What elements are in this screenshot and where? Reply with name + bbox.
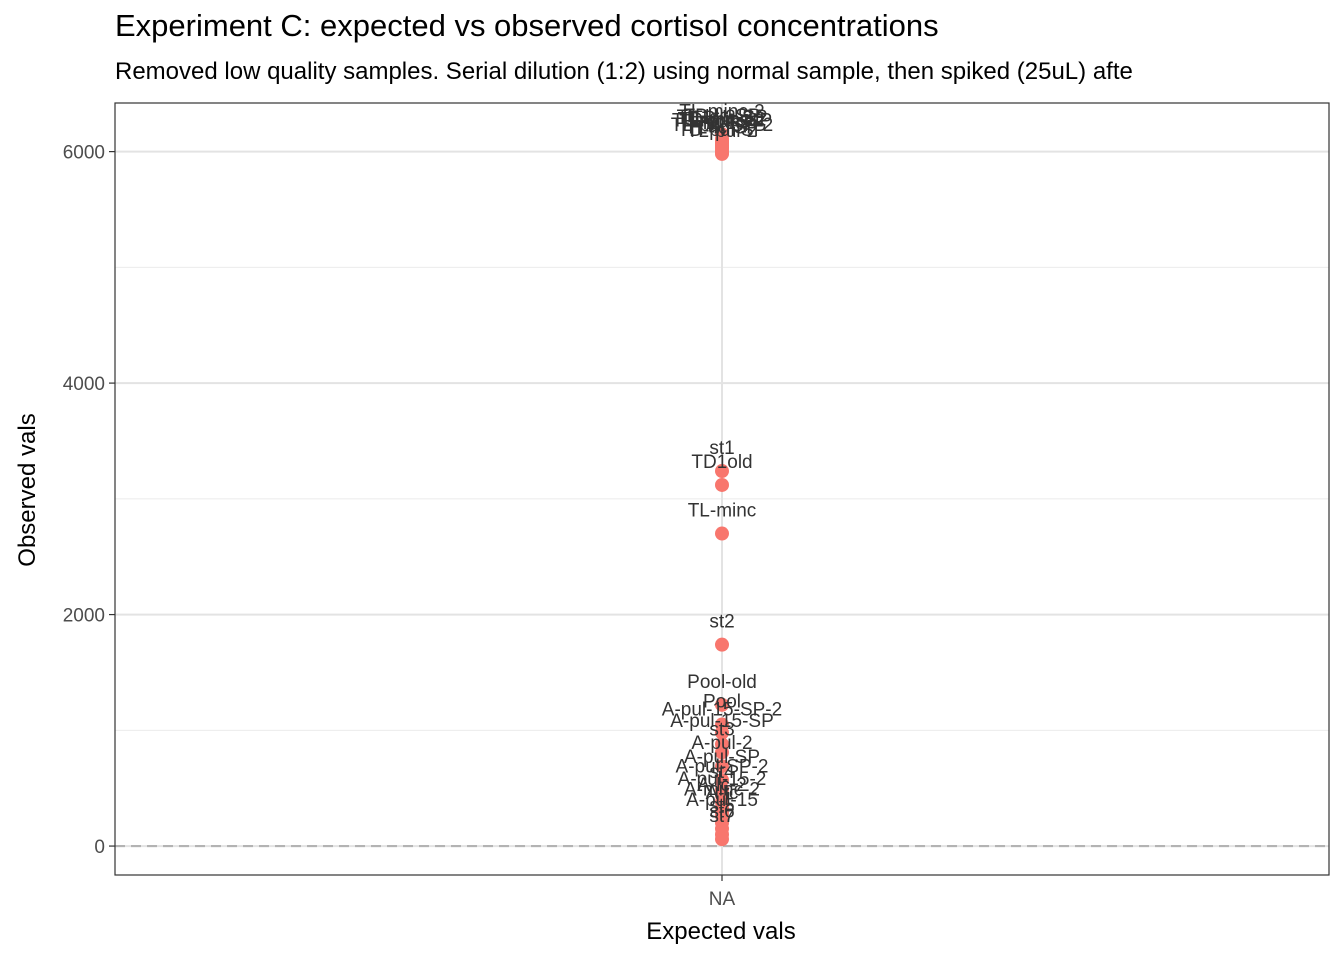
point-label: st4 xyxy=(709,762,735,783)
point-label: TL-minc-2 xyxy=(679,101,765,122)
x-tick-label: NA xyxy=(709,889,736,910)
point-label: TL-pul-SP-2 xyxy=(671,115,773,136)
point-label: A-pul-15-SP xyxy=(670,711,774,732)
data-point xyxy=(715,464,729,479)
data-point xyxy=(715,832,729,847)
point-label: st1 xyxy=(709,438,734,459)
point-label: TL-lc-2-SP xyxy=(677,107,768,128)
data-point xyxy=(715,146,729,161)
point-label: st7 xyxy=(709,806,734,827)
point-label: A-pul-15-2 xyxy=(678,769,767,790)
point-label: A-pul-SP-2 xyxy=(676,756,769,777)
point-label: TL-minc-SP xyxy=(672,111,772,132)
data-point xyxy=(715,725,729,740)
data-point xyxy=(715,759,729,774)
point-label: A-pul-15-SP-2 xyxy=(662,700,782,721)
point-label: TD-lc xyxy=(699,113,744,134)
point-label: A-lc-2 xyxy=(697,775,747,796)
point-label: TD1old xyxy=(691,452,752,473)
y-axis-title: Observed vals xyxy=(14,413,41,566)
data-point xyxy=(715,745,729,760)
data-point xyxy=(715,697,729,712)
point-label: TL-pul-SP xyxy=(679,112,765,133)
data-point xyxy=(715,526,729,541)
point-label: A-lc xyxy=(706,783,739,804)
point-label: st6 xyxy=(709,801,734,822)
point-label: st3 xyxy=(709,719,734,740)
chart-subtitle: Removed low quality samples. Serial dilu… xyxy=(115,58,1133,85)
point-label: TD-lc-2 xyxy=(691,108,753,129)
point-label: TL-lc-SP xyxy=(685,117,759,138)
point-label: A-pul-2 xyxy=(691,733,752,754)
point-label: A-pul-SP xyxy=(684,747,760,768)
axis-layer: 0 2000 4000 6000 NA xyxy=(63,143,736,910)
point-label: st5 xyxy=(709,796,734,817)
point-label: TL-pul-2 xyxy=(687,121,758,142)
y-tick-label: 2000 xyxy=(63,606,105,627)
points-layer xyxy=(715,127,729,847)
y-tick-label: 6000 xyxy=(63,143,105,164)
chart-title: Experiment C: expected vs observed corti… xyxy=(115,8,939,43)
y-tick-label: 0 xyxy=(94,837,105,858)
x-axis-title: Expected vals xyxy=(646,918,795,945)
point-label: A-minc-2 xyxy=(684,779,760,800)
data-point xyxy=(715,477,729,492)
point-label: TD-lc-SP xyxy=(683,106,760,127)
y-tick-label: 4000 xyxy=(63,374,105,395)
point-label: A-pul-15 xyxy=(686,790,758,811)
data-point xyxy=(715,637,729,652)
point-label: Pool xyxy=(703,692,741,713)
point-label: st2 xyxy=(709,612,734,633)
point-label: TL-minc xyxy=(688,501,757,522)
point-label: TD-minc-2 xyxy=(678,109,767,130)
point-label: Pool-old xyxy=(687,672,757,693)
point-label: TD-pul-SP xyxy=(678,120,767,141)
point-labels-layer: TL-minc-2TD-lc-SPTL-lc-2-SPTD-lc-2TD-min… xyxy=(662,101,782,827)
